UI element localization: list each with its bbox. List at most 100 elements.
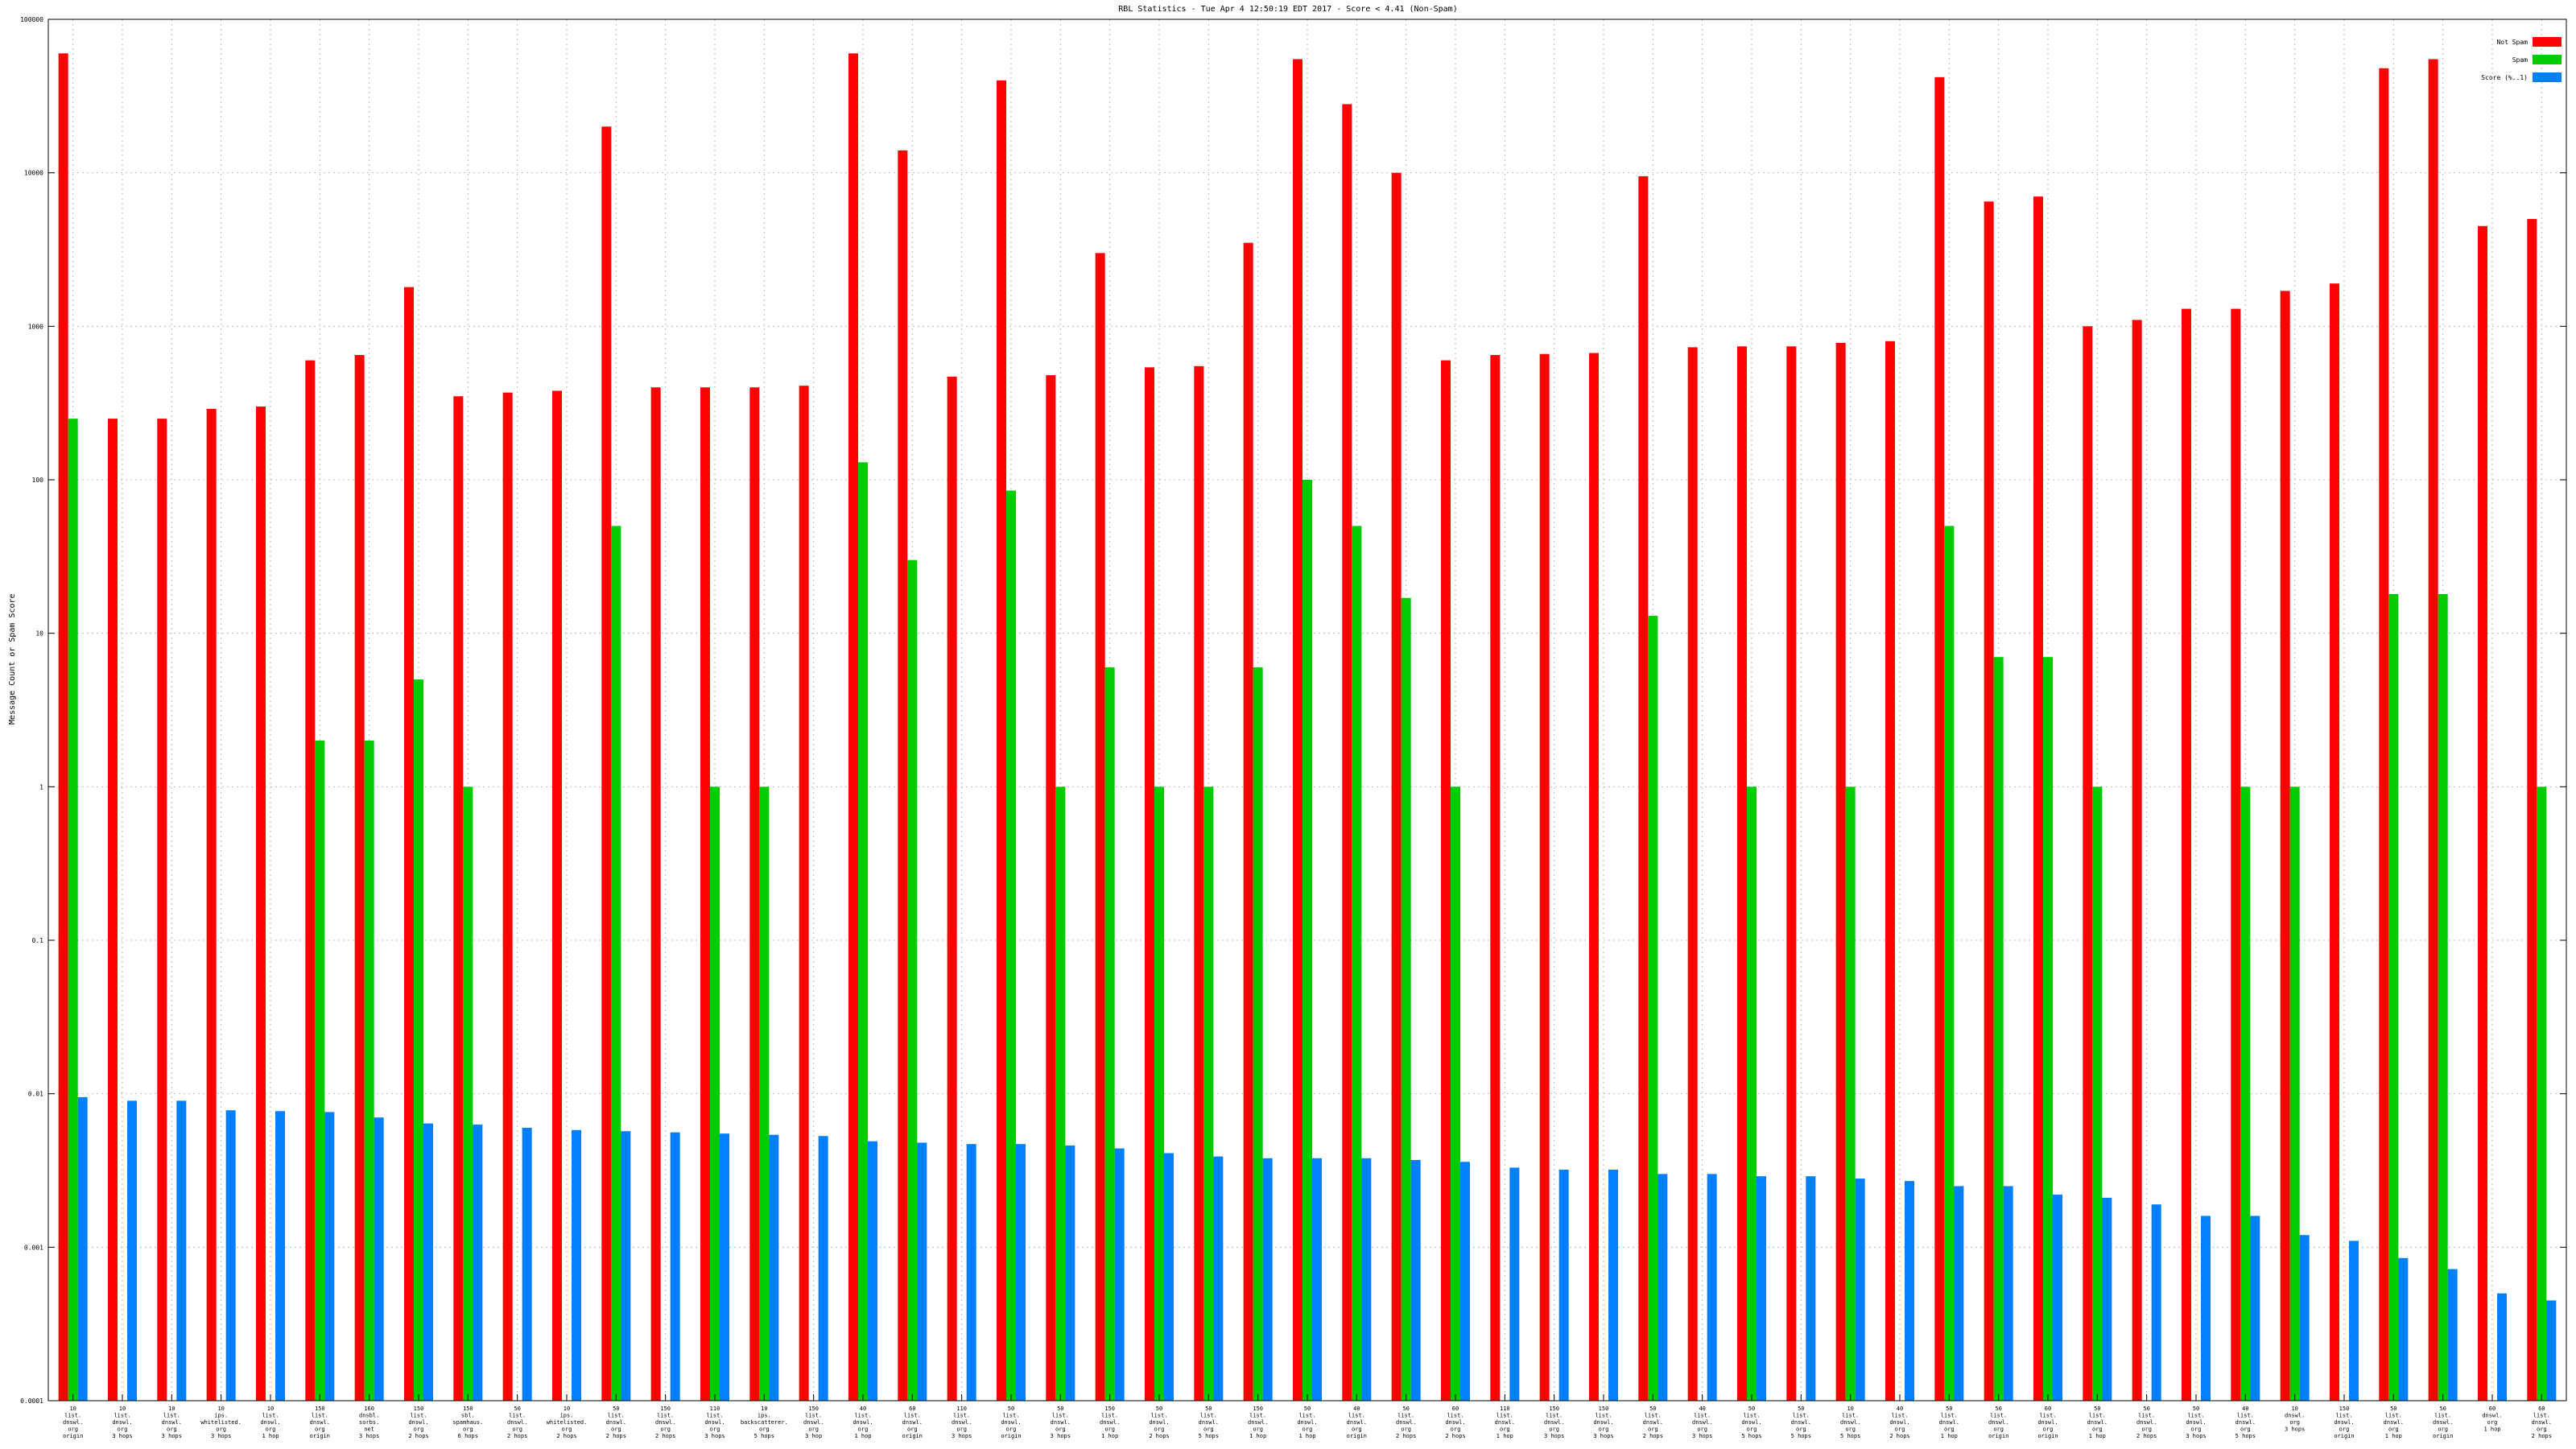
bar	[1104, 667, 1115, 1401]
x-tick-label: 110 list. dnswl. org 3 hops	[704, 1406, 724, 1439]
x-tick-label: 150 list. dnswl. org 3 hops	[1593, 1406, 1613, 1439]
bar	[77, 1096, 88, 1401]
bar	[1608, 1170, 1618, 1401]
x-tick-label: 50 list. dnswl. org 1 hop	[2087, 1406, 2107, 1439]
bar	[1006, 490, 1016, 1401]
x-tick-label: 50 list. dnswl. org 2 hops	[507, 1406, 527, 1439]
bar	[1262, 1158, 1273, 1401]
bar	[176, 1100, 187, 1401]
bar	[552, 390, 562, 1401]
y-tick-label: 1000	[28, 323, 43, 330]
bar	[858, 462, 868, 1401]
x-tick-label: 150 list. dnswl. org origin	[310, 1406, 330, 1439]
bar	[1095, 253, 1105, 1402]
x-axis-ticks: 10 list. dnswl. org origin 10 list. dnswl. org 3 …	[63, 1394, 2552, 1439]
x-tick-label: 10 list. dnswl. org 1 hop	[260, 1406, 280, 1439]
bar	[1401, 597, 1411, 1401]
x-tick-label: 50 list. dnswl. org origin	[1988, 1406, 2008, 1439]
x-tick-label: 110 list. dnswl. org 1 hop	[1495, 1406, 1515, 1439]
bar	[1993, 657, 2004, 1401]
bar	[256, 407, 266, 1402]
y-axis-ticks: 0.0001 0.001 0.01 0.1 1 10 100 1000 10000 100000	[20, 16, 2566, 1405]
bar	[898, 150, 908, 1401]
bar	[364, 740, 374, 1401]
x-tick-label: 40 list. dnswl. org 3 hops	[1692, 1406, 1712, 1439]
x-tick-label: 50 list. dnswl. org origin	[2433, 1406, 2453, 1439]
x-tick-label: 50 list. dnswl. org 2 hops	[606, 1406, 626, 1439]
bar	[997, 80, 1006, 1401]
bar	[206, 408, 217, 1401]
bar	[1944, 526, 1955, 1401]
bar	[453, 396, 464, 1401]
x-tick-label: 110 list. dnswl. org 3 hops	[952, 1406, 972, 1439]
x-tick-label: 60 list. dnswl. org origin	[2037, 1406, 2058, 1439]
legend-swatch	[2533, 37, 2562, 47]
bar	[2132, 320, 2142, 1401]
bar	[2349, 1241, 2359, 1401]
bar	[1737, 346, 1747, 1401]
bar	[670, 1132, 680, 1401]
bar	[848, 53, 858, 1401]
x-tick-label: 150 sbl. spamhaus. org 6 hops	[452, 1406, 483, 1439]
x-tick-label: 50 list. dnswl. org 5 hops	[1791, 1406, 1811, 1439]
bar	[2102, 1197, 2112, 1401]
x-tick-label: 160 dnsbl. sorbs. net 3 hops	[359, 1406, 379, 1439]
bar	[2289, 786, 2300, 1401]
x-tick-label: 150 list. dnswl. org 3 hop	[803, 1406, 824, 1439]
bar	[1293, 59, 1302, 1402]
bar	[2447, 1269, 2458, 1401]
bar	[1154, 786, 1164, 1401]
bar	[2330, 283, 2339, 1401]
bar	[354, 355, 365, 1401]
bar	[305, 360, 316, 1401]
bar	[127, 1100, 137, 1401]
x-tick-label: 150 list. dnswl. org 1 hop	[1248, 1406, 1268, 1439]
y-tick-label: 100000	[20, 16, 43, 23]
bar	[374, 1117, 384, 1401]
bar	[1361, 1158, 1372, 1401]
x-tick-label: 10 list. dnswl. org origin	[63, 1406, 83, 1439]
bar	[2428, 59, 2438, 1402]
bar	[2201, 1216, 2211, 1401]
bar	[868, 1141, 877, 1401]
x-tick-label: 60 dnswl. org 1 hop	[2482, 1406, 2502, 1433]
legend: Not Spam Spam Score (%..1)	[2481, 37, 2562, 82]
bar	[1213, 1156, 1224, 1401]
x-tick-label: 40 list. dnswl. org origin	[1347, 1406, 1367, 1439]
bar	[1194, 365, 1204, 1401]
bar	[2537, 786, 2547, 1401]
x-tick-label: 40 list. dnswl. org 2 hops	[1889, 1406, 1909, 1439]
bar	[710, 786, 720, 1401]
bar	[1648, 615, 1658, 1401]
x-tick-label: 50 list. dnswl. org 5 hops	[1199, 1406, 1219, 1439]
bar	[1243, 242, 1253, 1402]
bar	[1786, 346, 1797, 1401]
bar	[1065, 1145, 1075, 1401]
bar	[2546, 1300, 2557, 1401]
x-tick-label: 50 list. dnswl. org 2 hops	[1643, 1406, 1663, 1439]
bar	[1441, 360, 1451, 1401]
legend-label: Score (%..1)	[2481, 74, 2528, 81]
bar	[2250, 1216, 2260, 1401]
bar	[2083, 326, 2093, 1401]
bar	[1589, 353, 1599, 1401]
bar	[1460, 1162, 1470, 1401]
bar	[1352, 526, 1362, 1401]
bar	[1391, 172, 1402, 1402]
x-tick-label: 10 list. dnswl. org 5 hops	[1840, 1406, 1860, 1439]
chart-title: RBL Statistics - Tue Apr 4 12:50:19 EDT …	[1118, 5, 1458, 14]
bar	[650, 387, 661, 1401]
bar	[225, 1110, 236, 1401]
bar	[907, 559, 918, 1401]
x-tick-label: 40 list. dnswl. org 5 hops	[2235, 1406, 2256, 1439]
bar	[522, 1127, 532, 1401]
bar	[1203, 786, 1214, 1401]
bar	[1558, 1170, 1569, 1401]
bar	[473, 1124, 483, 1401]
x-tick-label: 50 list. dnswl. org 5 hops	[1741, 1406, 1761, 1439]
bar	[2231, 308, 2241, 1401]
bar	[2280, 291, 2290, 1401]
bar	[1114, 1148, 1125, 1401]
bar	[2053, 1195, 2062, 1401]
x-tick-label: 150 list. dnswl. org origin	[2334, 1406, 2354, 1439]
